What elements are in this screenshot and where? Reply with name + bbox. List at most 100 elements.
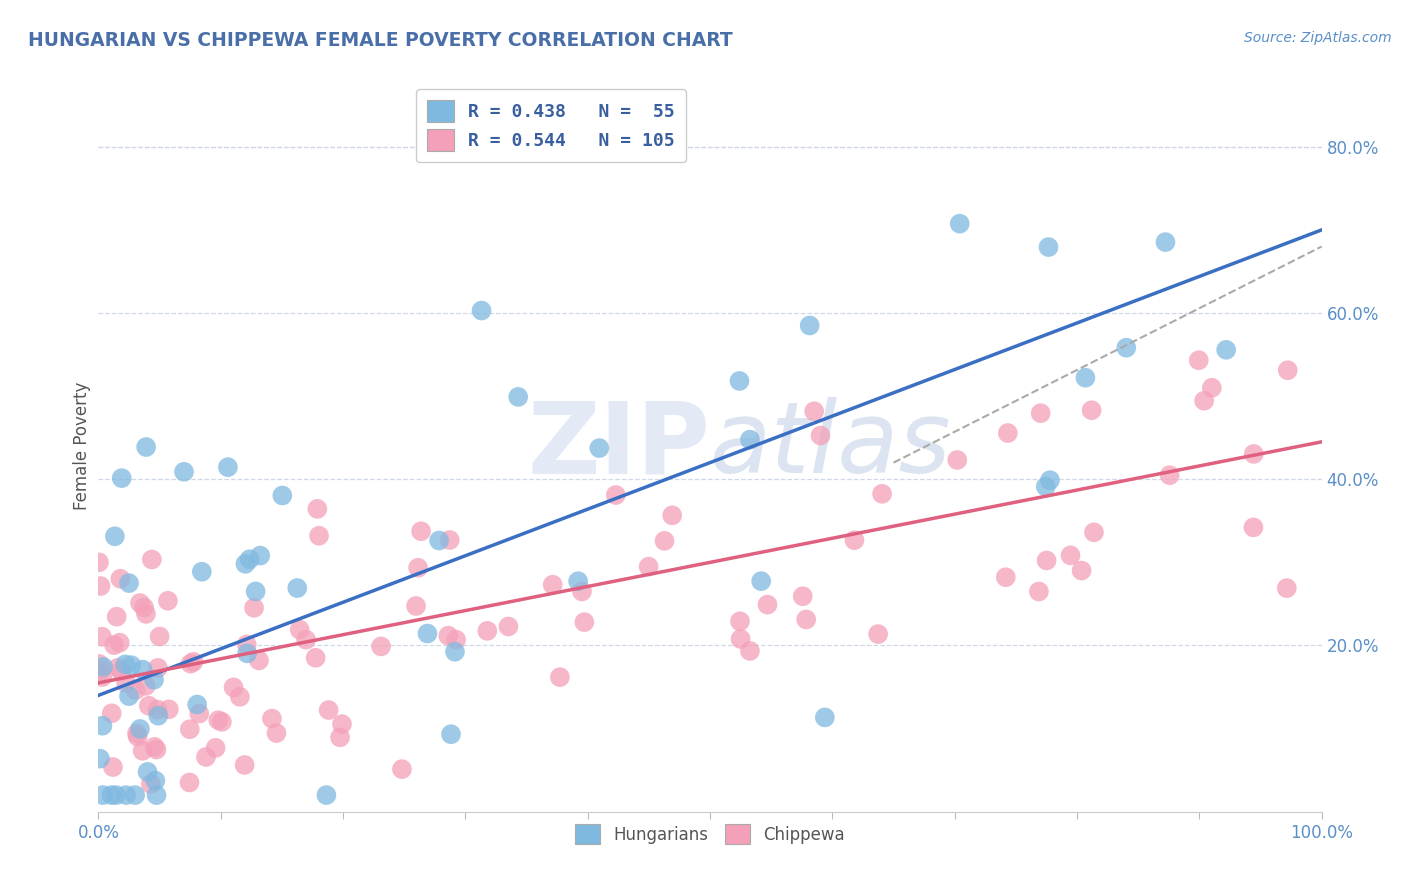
Legend: Hungarians, Chippewa: Hungarians, Chippewa (568, 817, 852, 851)
Point (1070, 564, 1092, 578)
Point (997, 425, 1019, 440)
Point (477, 624, 499, 638)
Point (91, 670, 114, 684)
Point (1035, 553, 1057, 567)
Point (949, 217, 972, 231)
Point (222, 681, 245, 695)
Point (103, 638, 125, 652)
Point (145, 788, 167, 802)
Point (1159, 468, 1181, 483)
Point (120, 658, 142, 673)
Point (738, 644, 761, 658)
Point (111, 471, 134, 485)
Point (157, 702, 180, 716)
Point (179, 775, 201, 789)
Point (405, 599, 427, 613)
Point (108, 635, 131, 649)
Point (239, 552, 262, 566)
Point (91, 660, 114, 674)
Point (799, 318, 821, 333)
Point (308, 529, 330, 543)
Point (1059, 549, 1081, 563)
Text: ZIP: ZIP (527, 398, 710, 494)
Point (195, 750, 218, 764)
Point (100, 706, 122, 721)
Point (571, 584, 593, 599)
Point (470, 303, 492, 318)
Point (107, 661, 129, 675)
Point (129, 722, 152, 736)
Point (148, 708, 170, 723)
Point (1277, 363, 1299, 377)
Point (91, 788, 114, 802)
Point (91, 630, 114, 644)
Point (125, 726, 148, 740)
Point (498, 619, 520, 633)
Point (416, 626, 439, 640)
Point (135, 440, 157, 454)
Point (105, 788, 128, 802)
Point (247, 653, 270, 667)
Point (444, 632, 467, 647)
Point (127, 730, 149, 744)
Point (440, 727, 463, 741)
Point (100, 788, 122, 802)
Point (1188, 353, 1211, 368)
Point (738, 433, 761, 447)
Point (1080, 403, 1102, 417)
Point (207, 713, 229, 727)
Point (233, 758, 256, 772)
Point (444, 645, 467, 659)
Point (1275, 581, 1298, 595)
Point (794, 612, 817, 626)
Point (105, 609, 128, 624)
Point (1241, 520, 1264, 534)
Point (243, 600, 266, 615)
Point (1083, 525, 1105, 540)
Point (156, 594, 179, 608)
Point (1154, 235, 1177, 249)
Point (439, 533, 461, 547)
Point (1039, 473, 1062, 487)
Text: Source: ZipAtlas.com: Source: ZipAtlas.com (1244, 31, 1392, 45)
Point (295, 632, 318, 647)
Point (89, 665, 111, 679)
Point (1192, 393, 1215, 408)
Point (173, 465, 195, 479)
Point (135, 607, 157, 621)
Point (391, 762, 413, 776)
Point (844, 533, 866, 548)
Point (124, 683, 146, 698)
Point (567, 574, 589, 589)
Point (803, 404, 825, 418)
Point (330, 717, 353, 731)
Point (329, 731, 352, 745)
Point (315, 788, 337, 802)
Point (427, 533, 450, 548)
Point (605, 488, 627, 502)
Point (204, 740, 226, 755)
Point (508, 390, 530, 404)
Point (1028, 584, 1050, 599)
Point (115, 788, 138, 802)
Point (946, 453, 969, 467)
Point (146, 703, 169, 717)
Point (138, 698, 160, 713)
Point (139, 777, 162, 791)
Point (260, 712, 283, 726)
Point (756, 598, 779, 612)
Point (1035, 479, 1057, 493)
Point (661, 508, 683, 523)
Point (235, 637, 257, 651)
Point (266, 726, 288, 740)
Point (245, 584, 267, 599)
Point (229, 690, 252, 704)
Point (1243, 447, 1265, 461)
Point (814, 710, 837, 724)
Point (305, 650, 328, 665)
Point (211, 714, 233, 729)
Point (104, 529, 127, 543)
Point (143, 673, 166, 687)
Point (188, 706, 211, 721)
Point (654, 533, 676, 548)
